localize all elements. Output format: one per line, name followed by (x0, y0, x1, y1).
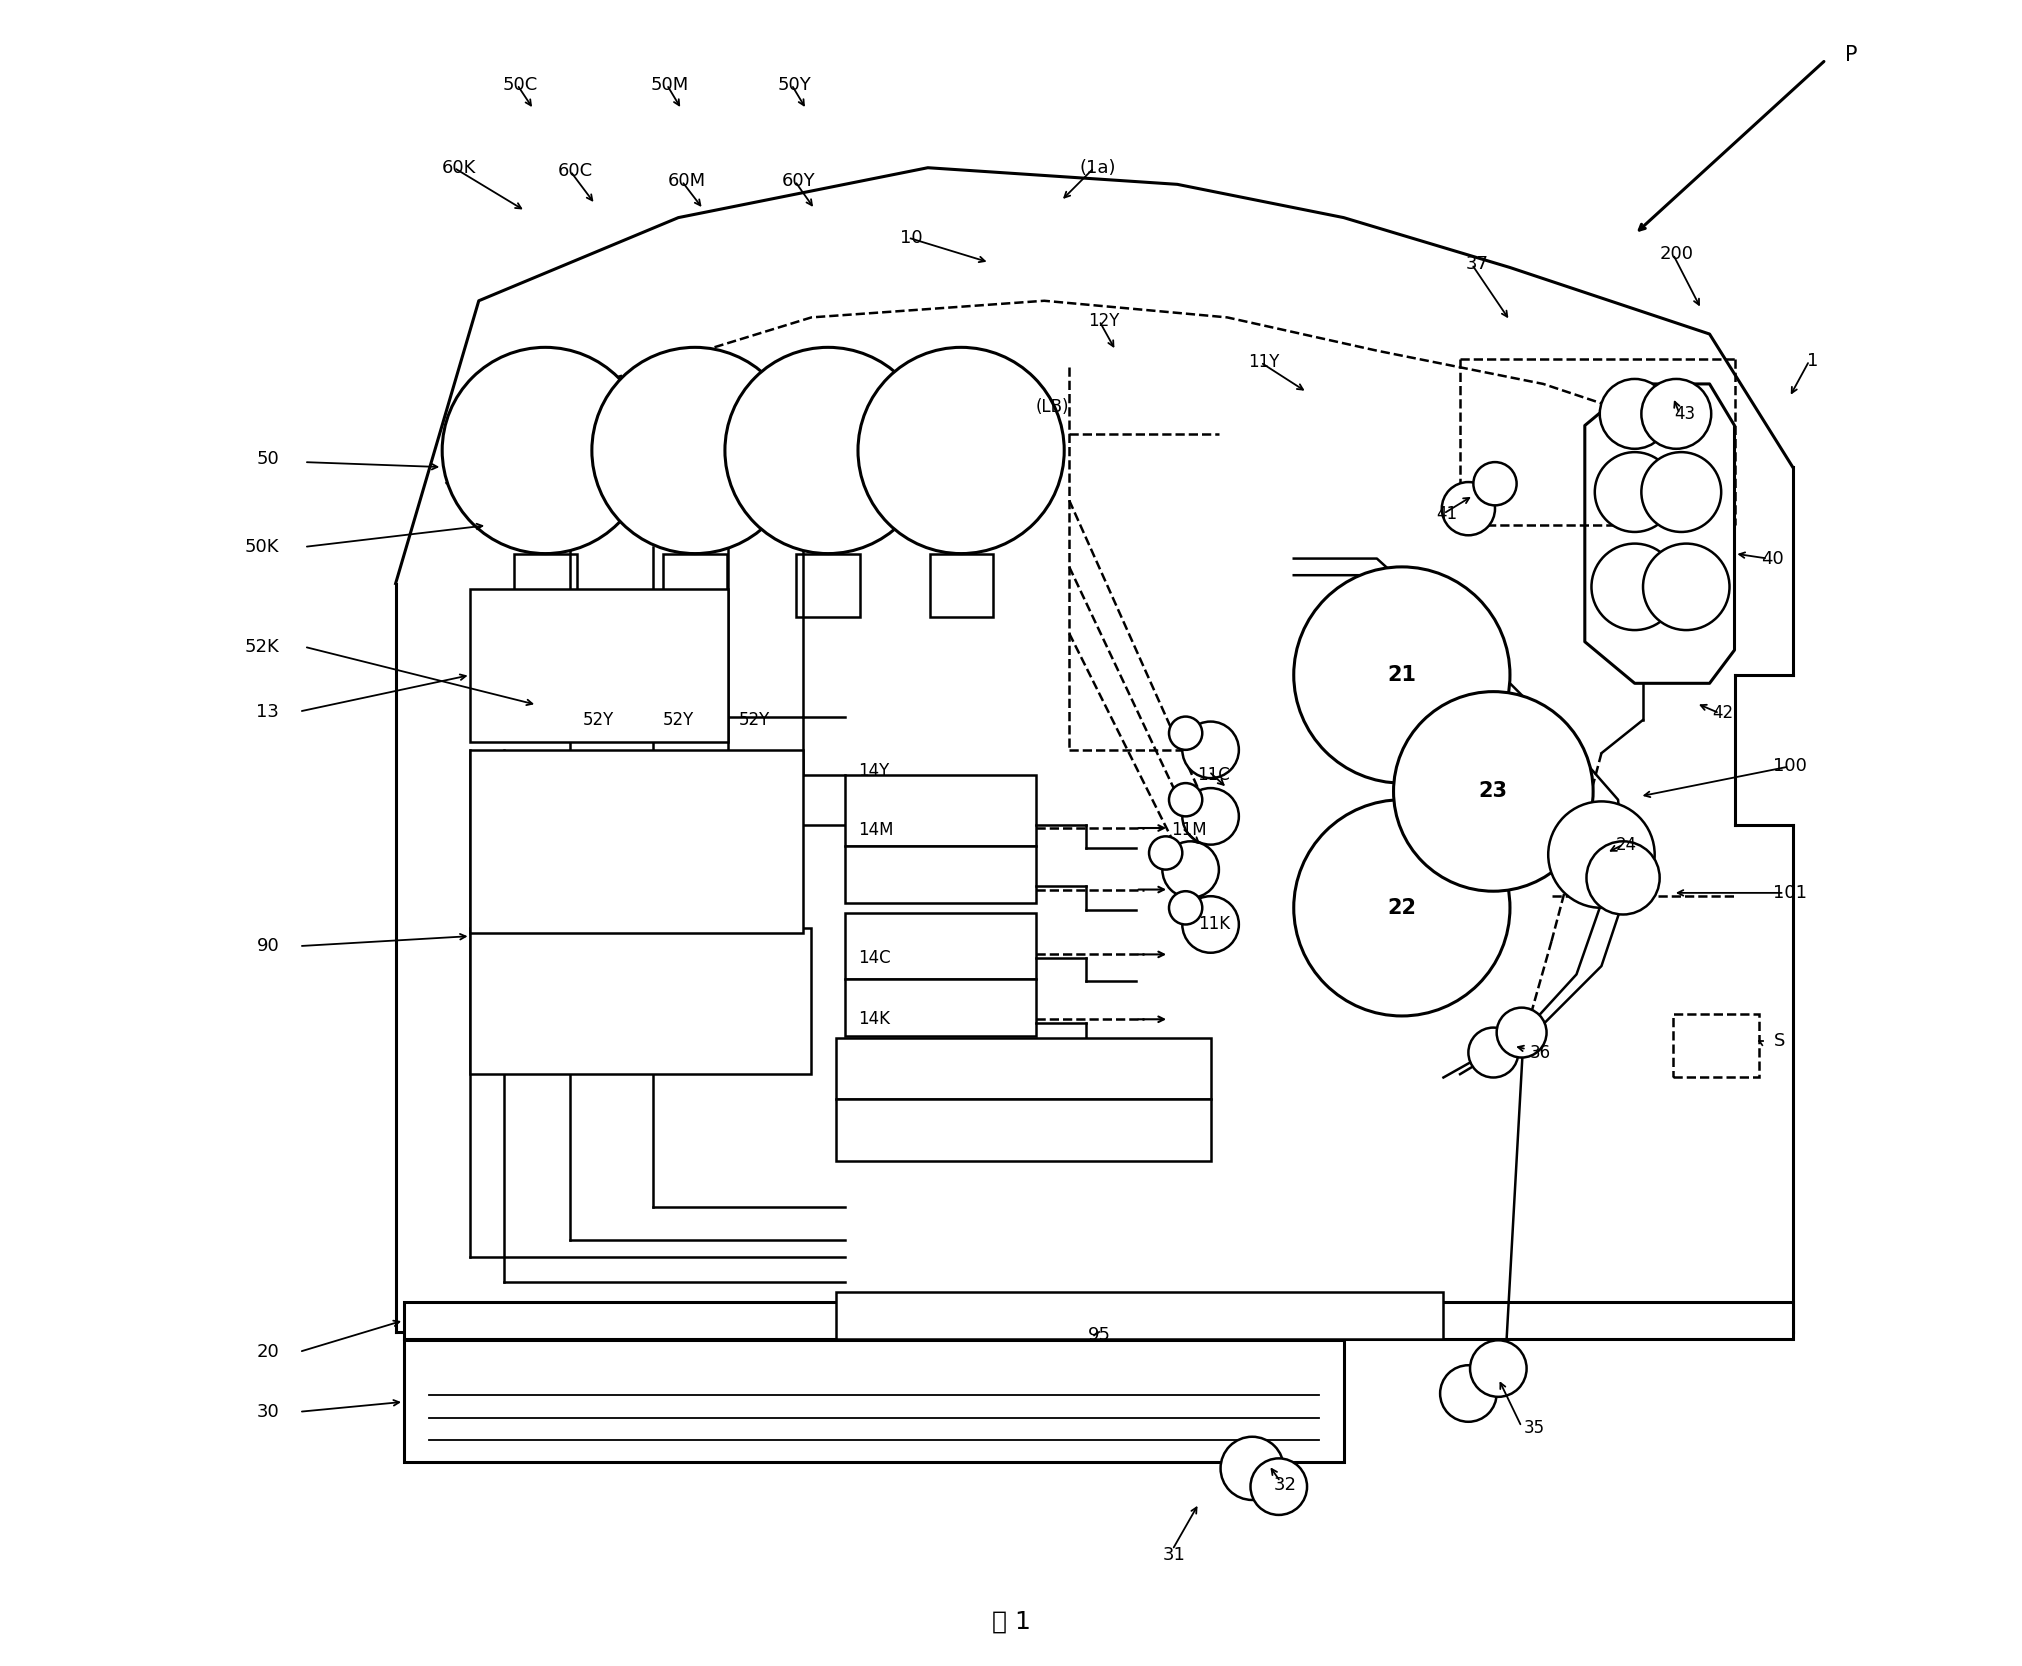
Text: 37: 37 (1466, 255, 1488, 273)
Text: 52Y: 52Y (582, 711, 615, 730)
Circle shape (1183, 896, 1239, 953)
Bar (1672, 1015, 1759, 1078)
Circle shape (1644, 543, 1729, 630)
Circle shape (1442, 481, 1494, 535)
Text: 14M: 14M (857, 821, 894, 838)
Text: 14Y: 14Y (857, 763, 890, 780)
Text: 52Y: 52Y (663, 711, 694, 730)
Circle shape (1221, 1436, 1284, 1499)
Text: 50Y: 50Y (778, 75, 811, 93)
Text: 40: 40 (1761, 550, 1783, 568)
Bar (845, 913, 1035, 980)
Circle shape (857, 347, 1064, 553)
Text: 35: 35 (1523, 1419, 1545, 1438)
Circle shape (1294, 566, 1510, 783)
Text: 11Y: 11Y (1248, 353, 1280, 372)
Text: 11C: 11C (1197, 766, 1229, 783)
Circle shape (1148, 836, 1183, 870)
Text: 32: 32 (1274, 1476, 1296, 1494)
Bar (663, 553, 726, 616)
Text: 图 1: 图 1 (991, 1609, 1031, 1633)
Text: 23: 23 (1478, 781, 1508, 801)
Bar (845, 775, 1035, 846)
Text: 50: 50 (257, 450, 279, 468)
Circle shape (1587, 841, 1660, 915)
Text: 24: 24 (1616, 836, 1638, 853)
Text: 20: 20 (257, 1343, 279, 1361)
Circle shape (1169, 891, 1203, 925)
Circle shape (1183, 788, 1239, 845)
Circle shape (1169, 783, 1203, 816)
Circle shape (592, 347, 799, 553)
Text: 95: 95 (1088, 1326, 1110, 1344)
Text: 14C: 14C (857, 948, 890, 966)
Text: 50C: 50C (503, 75, 538, 93)
Circle shape (1595, 451, 1674, 531)
Text: 21: 21 (1387, 665, 1415, 685)
Text: 90: 90 (257, 936, 279, 955)
Text: P: P (1844, 45, 1856, 65)
Text: 41: 41 (1436, 505, 1458, 523)
Text: 30: 30 (257, 1403, 279, 1421)
Circle shape (1440, 1364, 1496, 1421)
Circle shape (1599, 378, 1670, 448)
Circle shape (1549, 801, 1654, 908)
Text: 60K: 60K (441, 158, 475, 177)
Text: 43: 43 (1674, 405, 1694, 423)
Circle shape (1642, 451, 1721, 531)
Text: 50K: 50K (245, 538, 279, 556)
Circle shape (1183, 721, 1239, 778)
Text: 50M: 50M (651, 75, 690, 93)
Text: 31: 31 (1163, 1546, 1185, 1564)
Bar (837, 1293, 1444, 1338)
Text: 200: 200 (1660, 245, 1692, 263)
Bar (845, 980, 1035, 1036)
Text: 11M: 11M (1171, 821, 1207, 838)
Bar (514, 553, 576, 616)
Bar (837, 1100, 1211, 1161)
Bar (404, 1303, 1794, 1338)
Text: 60M: 60M (667, 172, 706, 190)
Text: 10: 10 (900, 228, 922, 247)
Circle shape (1294, 800, 1510, 1016)
Bar (797, 553, 859, 616)
Text: 36: 36 (1531, 1043, 1551, 1061)
Bar (930, 553, 993, 616)
Bar (845, 846, 1035, 903)
Circle shape (1169, 716, 1203, 750)
Text: 14K: 14K (857, 1010, 890, 1028)
Text: 13: 13 (257, 703, 279, 721)
Text: 52K: 52K (245, 638, 279, 656)
Bar (471, 928, 811, 1075)
Text: 52Y: 52Y (740, 711, 770, 730)
Text: 60Y: 60Y (780, 172, 815, 190)
Text: (LB): (LB) (1035, 398, 1070, 416)
Text: S: S (1773, 1031, 1785, 1050)
Circle shape (726, 347, 932, 553)
Circle shape (1393, 691, 1593, 891)
Circle shape (1474, 461, 1516, 505)
Bar (404, 1339, 1345, 1461)
Text: 60C: 60C (558, 162, 592, 180)
Circle shape (1250, 1458, 1306, 1514)
Bar (837, 1038, 1211, 1100)
Bar (471, 588, 728, 741)
Text: 12Y: 12Y (1088, 312, 1120, 330)
Text: 101: 101 (1773, 885, 1808, 901)
Circle shape (1468, 1028, 1519, 1078)
Circle shape (443, 347, 649, 553)
Circle shape (1591, 543, 1678, 630)
Text: 100: 100 (1773, 758, 1806, 775)
Text: 1: 1 (1808, 352, 1818, 370)
Circle shape (1163, 841, 1219, 898)
Bar (471, 750, 803, 933)
Text: 11K: 11K (1197, 916, 1229, 933)
Circle shape (1496, 1008, 1547, 1058)
Text: 42: 42 (1713, 705, 1733, 723)
Text: 22: 22 (1387, 898, 1415, 918)
Circle shape (1470, 1339, 1527, 1396)
Text: (1a): (1a) (1080, 158, 1116, 177)
Circle shape (1642, 378, 1711, 448)
